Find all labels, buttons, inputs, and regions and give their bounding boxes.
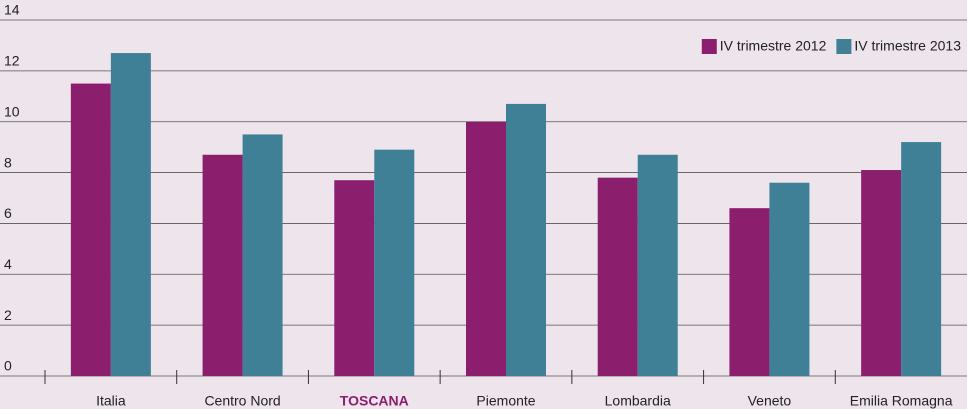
bar (597, 177, 638, 376)
bar (202, 154, 243, 376)
legend-swatch (836, 39, 852, 54)
y-tick-label: 12 (4, 53, 20, 69)
x-tick-label: Lombardia (605, 393, 671, 409)
bar (729, 208, 770, 376)
bar (70, 83, 111, 377)
bar (637, 154, 678, 376)
y-tick-label: 14 (4, 2, 20, 18)
y-tick-label: 0 (4, 358, 12, 374)
bar (861, 170, 902, 376)
bar (901, 142, 942, 376)
x-tick-label: Emilia Romagna (850, 393, 953, 409)
x-tick-label: Italia (96, 393, 126, 409)
y-tick-label: 2 (4, 307, 12, 323)
bar (110, 53, 151, 377)
legend-label: IV trimestre 2012 (720, 38, 827, 54)
x-tick-label: Centro Nord (204, 393, 280, 409)
legend-label: IV trimestre 2013 (854, 38, 961, 54)
y-tick-label: 4 (4, 256, 12, 272)
bar (466, 121, 506, 376)
y-tick-label: 10 (4, 103, 20, 119)
legend-swatch (701, 39, 717, 54)
bar (506, 103, 546, 377)
bar (242, 134, 283, 376)
bar (769, 182, 810, 376)
x-tick-label: Piemonte (476, 393, 535, 409)
bar (374, 149, 415, 376)
x-tick-label: Veneto (748, 393, 792, 409)
x-tick-label: TOSCANA (340, 393, 409, 409)
bar (334, 180, 375, 376)
y-tick-label: 8 (4, 154, 12, 170)
y-tick-label: 6 (4, 205, 12, 221)
